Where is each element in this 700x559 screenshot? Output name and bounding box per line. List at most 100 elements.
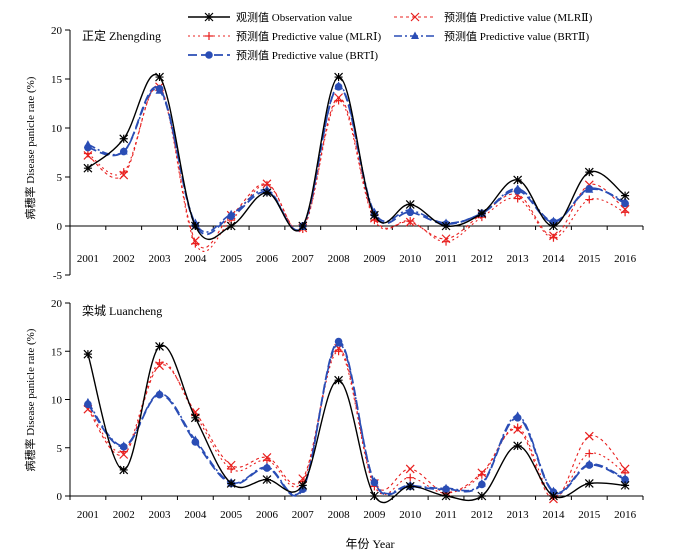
x-tick-label: 2007 — [292, 509, 315, 521]
axes-luancheng: 0 5 10 15 20 2001 2002 2003 2004 2005 2006 2007 2008… — [51, 298, 644, 521]
data-point-mlr2 — [83, 151, 93, 160]
legend-item-brt2: 预测值 Predictive value (BRTⅡ) — [394, 30, 590, 43]
data-point-mlr2 — [584, 431, 594, 441]
data-point-brt1 — [84, 400, 92, 409]
legend-label-obs: 观测值 Observation value — [236, 11, 352, 24]
x-tick-label: 2015 — [578, 509, 601, 521]
panel-zhengding: 正定 Zhengding 病穗率 Disease panicle rate (%… — [23, 25, 644, 282]
data-point-obs — [155, 72, 164, 82]
x-tick-label: 2006 — [256, 253, 279, 265]
y-axis-label-zhengding: 病穗率 Disease panicle rate (%) — [23, 76, 37, 219]
x-axis-title: 年份 Year — [345, 537, 394, 551]
legend-swatch-brt2 — [394, 31, 436, 39]
data-point-brt1 — [227, 212, 235, 220]
data-point-obs — [190, 221, 200, 231]
data-point-brt1 — [155, 390, 164, 399]
data-point-brt1 — [155, 85, 164, 93]
y-tick-label: 5 — [57, 443, 63, 455]
data-point-obs — [477, 208, 487, 218]
data-point-mlr1 — [406, 217, 415, 226]
data-point-mlr2 — [405, 464, 415, 474]
x-tick-label: 2013 — [507, 509, 530, 521]
data-point-mlr2 — [119, 450, 129, 459]
x-tick-label: 2004 — [184, 253, 207, 265]
legend-label-mlr2: 预测值 Predictive value (MLRⅡ) — [444, 11, 593, 24]
x-tick-label: 2014 — [542, 509, 565, 521]
x-tick-label: 2012 — [471, 509, 493, 521]
data-point-mlr2 — [155, 361, 164, 371]
data-point-brt1 — [478, 480, 486, 489]
x-tick-label: 2009 — [363, 253, 386, 265]
data-point-mlr1 — [227, 464, 236, 473]
x-tick-label: 2002 — [113, 253, 135, 265]
series-line-brt2 — [87, 342, 626, 496]
data-point-brt1 — [585, 461, 594, 469]
y-tick-label: 20 — [51, 298, 63, 310]
y-tick-label: 0 — [57, 221, 63, 233]
x-tick-label: 2011 — [435, 509, 457, 521]
legend-swatch-mlr1 — [188, 32, 230, 40]
data-point-brt1 — [513, 186, 522, 195]
data-point-obs — [477, 491, 487, 501]
legend-label-brt1: 预测值 Predictive value (BRTⅠ) — [236, 49, 378, 62]
x-tick-label: 2010 — [399, 253, 422, 265]
x-tick-label: 2013 — [507, 253, 530, 265]
data-point-mlr1 — [513, 423, 522, 432]
data-point-obs — [549, 491, 558, 501]
series-luancheng — [83, 337, 630, 504]
data-point-brt1 — [119, 147, 128, 156]
legend-swatch-brt1 — [188, 51, 230, 59]
x-tick-label: 2003 — [149, 253, 172, 265]
legend-marker-brt1 — [205, 51, 213, 59]
data-point-obs — [334, 72, 344, 82]
series-line-brt1 — [87, 340, 626, 497]
panel-title-luancheng: 栾城 Luancheng — [82, 303, 162, 318]
data-point-mlr1 — [585, 195, 594, 204]
data-point-mlr1 — [406, 473, 415, 482]
data-point-mlr2 — [119, 170, 129, 180]
data-point-brt1 — [370, 478, 379, 487]
series-line-brt1 — [87, 85, 626, 236]
axes-zhengding: -5 0 5 10 15 20 2001 2002 2003 2004 2005 2006 2007 20… — [51, 25, 644, 282]
x-tick-label: 2015 — [578, 253, 601, 265]
data-point-brt1 — [406, 208, 415, 217]
data-point-obs — [83, 349, 93, 359]
x-tick-label: 2014 — [542, 253, 565, 265]
legend-label-mlr1: 预测值 Predictive value (MLRⅠ) — [236, 30, 382, 43]
x-tick-label: 2012 — [471, 253, 493, 265]
data-point-obs — [513, 175, 523, 185]
data-point-obs — [405, 481, 415, 491]
data-point-mlr2 — [226, 460, 236, 470]
data-point-mlr2 — [620, 464, 630, 474]
x-tick-label: 2007 — [292, 253, 315, 265]
data-point-mlr2 — [441, 234, 451, 244]
panel-luancheng: 栾城 Luancheng 病穗率 Disease panicle rate (%… — [23, 298, 644, 521]
data-point-obs — [620, 191, 630, 201]
data-point-obs — [119, 134, 129, 144]
legend-marker-brt2 — [411, 31, 419, 39]
data-point-obs — [441, 491, 451, 501]
x-tick-label: 2009 — [363, 509, 386, 521]
legend-item-obs: 观测值 Observation value — [188, 11, 352, 24]
y-tick-label: 0 — [57, 491, 63, 503]
y-tick-label: -5 — [53, 270, 63, 282]
data-point-obs — [83, 163, 93, 173]
data-point-obs — [441, 221, 451, 231]
legend-item-brt1: 预测值 Predictive value (BRTⅠ) — [188, 49, 378, 62]
legend: 观测值 Observation value 预测值 Predictive val… — [188, 11, 593, 62]
x-tick-label: 2005 — [220, 509, 243, 521]
data-point-obs — [262, 475, 272, 485]
y-axis-label-luancheng: 病穗率 Disease panicle rate (%) — [23, 328, 37, 471]
data-point-obs — [190, 413, 200, 423]
y-tick-label: 20 — [51, 25, 63, 37]
series-line-mlr1 — [87, 350, 626, 497]
legend-item-mlr2: 预测值 Predictive value (MLRⅡ) — [394, 11, 593, 24]
legend-swatch-mlr2 — [394, 12, 436, 22]
series-line-brt2 — [87, 85, 626, 233]
data-point-mlr2 — [334, 93, 344, 103]
panel-title-zhengding: 正定 Zhengding — [82, 28, 161, 43]
data-point-obs — [298, 221, 308, 231]
data-point-brt1 — [191, 438, 200, 446]
data-point-brt1 — [334, 337, 343, 346]
